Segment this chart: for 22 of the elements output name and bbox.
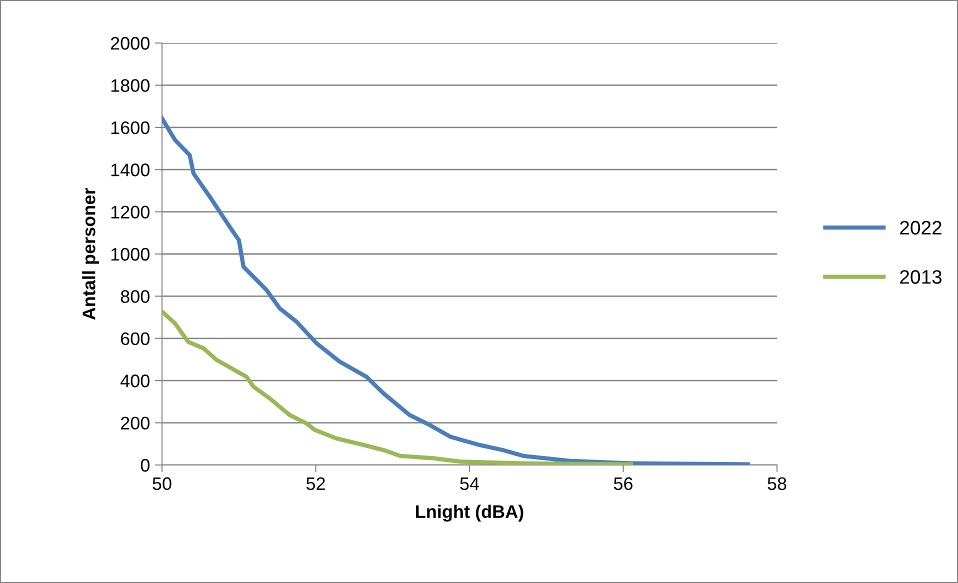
y-tick-label: 1400 [111,164,150,176]
line-series [162,310,634,465]
x-tick-label: 58 [768,477,786,490]
y-tick-label: 1200 [111,206,150,219]
y-tick-label: 400 [120,374,150,388]
legend-label: 2022 [900,220,942,235]
y-tick-label: 1800 [111,79,150,92]
legend-label: 2013 [900,270,942,284]
y-tick-label: 600 [120,332,150,346]
x-axis-title: Lnight (dBA) [416,504,524,522]
y-tick-label: 2000 [110,36,150,50]
y-tick-label: 200 [120,416,150,430]
y-tick-label: 1600 [111,121,150,134]
y-tick-label: 0 [140,458,150,472]
y-tick-label: 1000 [111,248,150,261]
x-tick-label: 54 [460,477,480,490]
line-series [162,116,750,465]
x-tick-label: 52 [306,477,325,490]
x-tick-label: 56 [614,477,632,490]
y-tick-label: 800 [120,290,150,303]
y-axis-title: Antall personer [82,188,99,320]
x-tick-label: 50 [152,477,172,490]
